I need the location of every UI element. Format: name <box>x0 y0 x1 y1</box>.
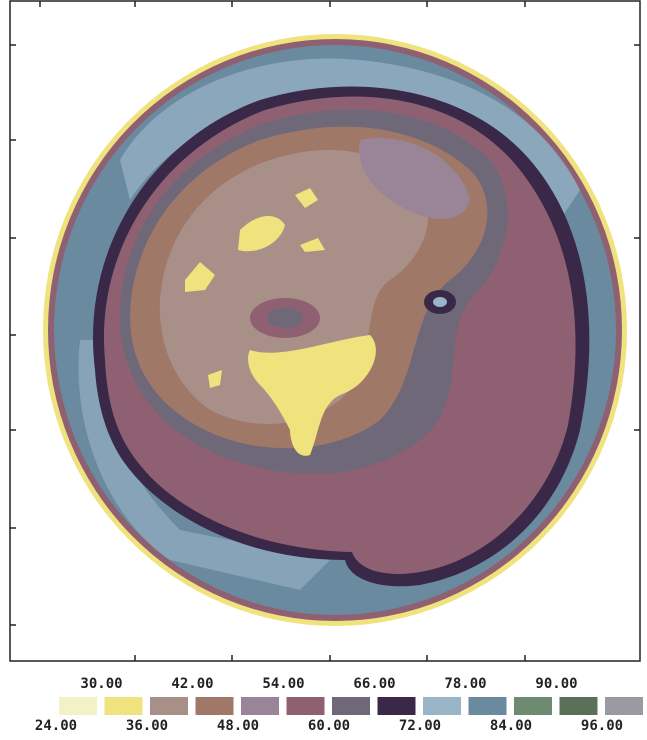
legend-label: 96.00 <box>581 718 623 734</box>
legend-swatch <box>105 697 143 715</box>
contour-map <box>43 34 627 626</box>
legend-swatch <box>332 697 370 715</box>
legend-label: 36.00 <box>126 718 168 734</box>
legend-label: 66.00 <box>353 676 395 692</box>
legend-label: 90.00 <box>535 676 577 692</box>
legend-swatch <box>59 697 97 715</box>
legend-label: 54.00 <box>262 676 304 692</box>
legend-swatch <box>469 697 507 715</box>
legend-swatch <box>196 697 234 715</box>
legend-swatch <box>378 697 416 715</box>
colorbar: 24.00 30.00 36.00 42.00 48.00 54.00 60.00 66.00… <box>35 676 643 734</box>
legend-swatch <box>150 697 188 715</box>
contour-region <box>433 297 447 307</box>
legend-swatch <box>241 697 279 715</box>
legend-label: 42.00 <box>171 676 213 692</box>
legend-swatch <box>605 697 643 715</box>
contour-region <box>267 308 303 328</box>
legend-label: 24.00 <box>35 718 77 734</box>
legend-swatch <box>423 697 461 715</box>
legend-swatch <box>514 697 552 715</box>
legend-label: 30.00 <box>80 676 122 692</box>
legend-label: 72.00 <box>399 718 441 734</box>
chart: 24.00 30.00 36.00 42.00 48.00 54.00 60.00 66.00… <box>0 0 647 740</box>
legend-label: 78.00 <box>444 676 486 692</box>
legend-label: 60.00 <box>308 718 350 734</box>
legend-swatch <box>287 697 325 715</box>
legend-label: 84.00 <box>490 718 532 734</box>
legend-swatch <box>560 697 598 715</box>
legend-label: 48.00 <box>217 718 259 734</box>
